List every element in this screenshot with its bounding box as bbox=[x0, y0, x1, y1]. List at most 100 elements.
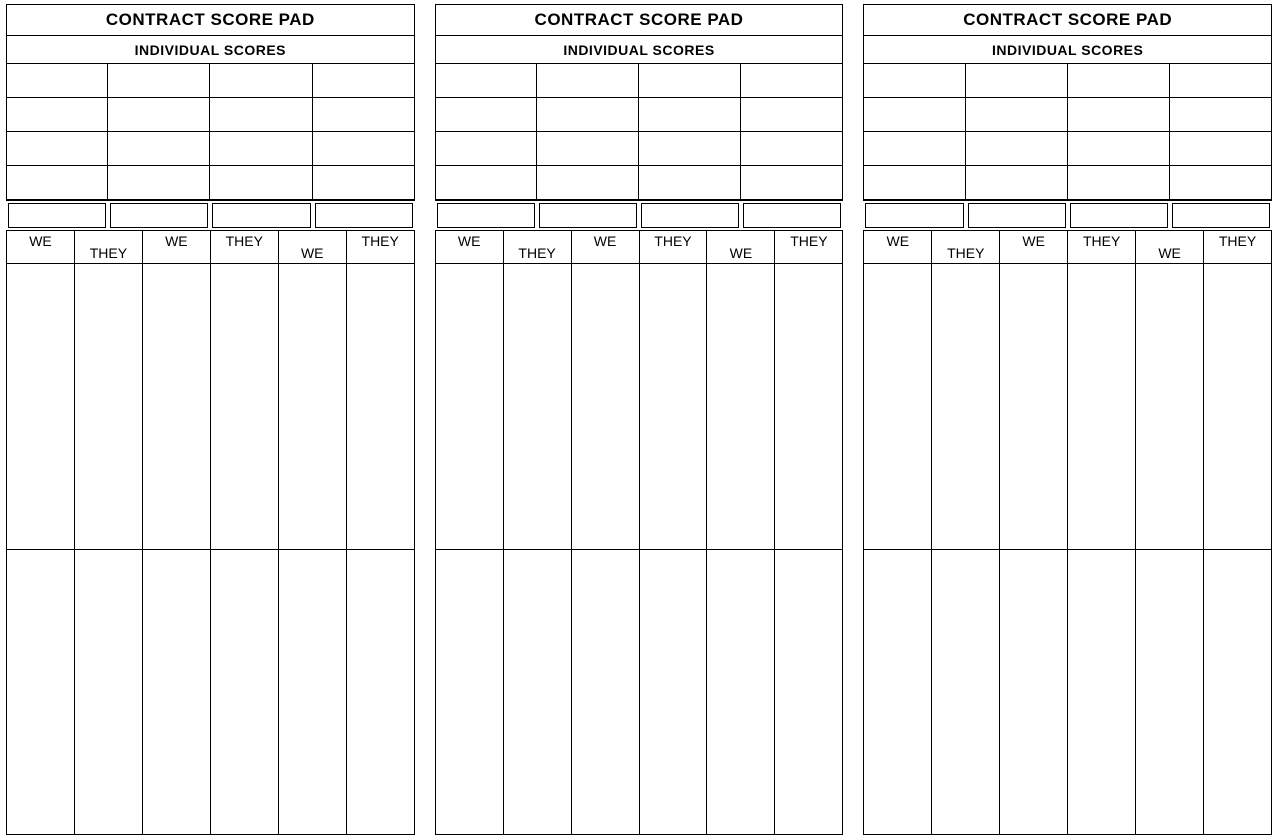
score-cell[interactable] bbox=[1204, 550, 1272, 836]
score-cell[interactable] bbox=[279, 264, 347, 550]
ind-cell[interactable] bbox=[210, 166, 312, 200]
score-cell[interactable] bbox=[640, 264, 708, 550]
score-cell[interactable] bbox=[211, 550, 279, 836]
ind-cell[interactable] bbox=[741, 166, 843, 200]
ind-cell[interactable] bbox=[1068, 166, 1170, 200]
score-cell[interactable] bbox=[143, 264, 211, 550]
score-cell[interactable] bbox=[775, 550, 843, 836]
dbl-cell[interactable] bbox=[865, 203, 963, 228]
score-cell[interactable] bbox=[775, 264, 843, 550]
ind-cell[interactable] bbox=[1170, 166, 1272, 200]
ind-cell[interactable] bbox=[741, 64, 843, 98]
score-cell[interactable] bbox=[279, 550, 347, 836]
ind-cell[interactable] bbox=[108, 132, 210, 166]
ind-cell[interactable] bbox=[966, 98, 1068, 132]
ind-cell[interactable] bbox=[966, 166, 1068, 200]
ind-cell[interactable] bbox=[313, 132, 415, 166]
score-cell[interactable] bbox=[932, 264, 1000, 550]
ind-cell[interactable] bbox=[863, 166, 965, 200]
col-header-we: WE bbox=[436, 230, 504, 264]
score-cell[interactable] bbox=[1136, 264, 1204, 550]
score-cell[interactable] bbox=[7, 550, 75, 836]
score-cell[interactable] bbox=[864, 264, 932, 550]
ind-cell[interactable] bbox=[639, 98, 741, 132]
score-cell[interactable] bbox=[75, 550, 143, 836]
dbl-cell[interactable] bbox=[212, 203, 310, 228]
ind-cell[interactable] bbox=[435, 166, 537, 200]
dbl-cell[interactable] bbox=[968, 203, 1066, 228]
ind-cell[interactable] bbox=[313, 166, 415, 200]
ind-cell[interactable] bbox=[435, 98, 537, 132]
ind-cell[interactable] bbox=[1170, 98, 1272, 132]
ind-cell[interactable] bbox=[1170, 132, 1272, 166]
ind-cell[interactable] bbox=[537, 64, 639, 98]
ind-cell[interactable] bbox=[966, 132, 1068, 166]
pad-subtitle: INDIVIDUAL SCORES bbox=[6, 36, 415, 64]
ind-cell[interactable] bbox=[313, 64, 415, 98]
dbl-cell[interactable] bbox=[110, 203, 208, 228]
ind-cell[interactable] bbox=[6, 64, 108, 98]
dbl-cell[interactable] bbox=[539, 203, 637, 228]
ind-cell[interactable] bbox=[639, 132, 741, 166]
ind-cell[interactable] bbox=[639, 166, 741, 200]
ind-cell[interactable] bbox=[966, 64, 1068, 98]
ind-cell[interactable] bbox=[1170, 64, 1272, 98]
ind-cell[interactable] bbox=[6, 98, 108, 132]
ind-cell[interactable] bbox=[1068, 132, 1170, 166]
score-cell[interactable] bbox=[1000, 550, 1068, 836]
score-cell[interactable] bbox=[347, 264, 415, 550]
ind-cell[interactable] bbox=[210, 64, 312, 98]
ind-cell[interactable] bbox=[537, 98, 639, 132]
score-cell[interactable] bbox=[504, 550, 572, 836]
dbl-cell[interactable] bbox=[315, 203, 413, 228]
ind-cell[interactable] bbox=[1068, 98, 1170, 132]
score-cell[interactable] bbox=[504, 264, 572, 550]
score-cell[interactable] bbox=[1068, 550, 1136, 836]
ind-cell[interactable] bbox=[108, 166, 210, 200]
score-cell[interactable] bbox=[211, 264, 279, 550]
ind-cell[interactable] bbox=[210, 132, 312, 166]
dbl-cell[interactable] bbox=[1172, 203, 1270, 228]
ind-cell[interactable] bbox=[639, 64, 741, 98]
ind-cell[interactable] bbox=[6, 132, 108, 166]
ind-cell[interactable] bbox=[108, 64, 210, 98]
ind-cell[interactable] bbox=[741, 132, 843, 166]
dbl-cell[interactable] bbox=[1070, 203, 1168, 228]
score-cell[interactable] bbox=[572, 550, 640, 836]
ind-cell[interactable] bbox=[1068, 64, 1170, 98]
dbl-cell[interactable] bbox=[641, 203, 739, 228]
score-cell[interactable] bbox=[1068, 264, 1136, 550]
score-cell[interactable] bbox=[436, 550, 504, 836]
dbl-cell[interactable] bbox=[743, 203, 841, 228]
score-cell[interactable] bbox=[864, 550, 932, 836]
score-cell[interactable] bbox=[347, 550, 415, 836]
ind-cell[interactable] bbox=[108, 98, 210, 132]
ind-cell[interactable] bbox=[435, 132, 537, 166]
score-cell[interactable] bbox=[707, 550, 775, 836]
dbl-cell[interactable] bbox=[8, 203, 106, 228]
score-cell[interactable] bbox=[436, 264, 504, 550]
score-cell[interactable] bbox=[75, 264, 143, 550]
ind-cell[interactable] bbox=[210, 98, 312, 132]
score-body bbox=[863, 264, 1272, 835]
dbl-cell[interactable] bbox=[437, 203, 535, 228]
score-cell[interactable] bbox=[7, 264, 75, 550]
score-cell[interactable] bbox=[707, 264, 775, 550]
score-cell[interactable] bbox=[1136, 550, 1204, 836]
ind-cell[interactable] bbox=[741, 98, 843, 132]
score-cell[interactable] bbox=[143, 550, 211, 836]
ind-cell[interactable] bbox=[435, 64, 537, 98]
ind-cell[interactable] bbox=[537, 132, 639, 166]
score-cell[interactable] bbox=[572, 264, 640, 550]
score-cell[interactable] bbox=[640, 550, 708, 836]
ind-cell[interactable] bbox=[537, 166, 639, 200]
ind-cell[interactable] bbox=[313, 98, 415, 132]
score-cell[interactable] bbox=[932, 550, 1000, 836]
ind-cell[interactable] bbox=[863, 132, 965, 166]
pad-subtitle: INDIVIDUAL SCORES bbox=[863, 36, 1272, 64]
ind-cell[interactable] bbox=[863, 64, 965, 98]
ind-cell[interactable] bbox=[6, 166, 108, 200]
score-cell[interactable] bbox=[1204, 264, 1272, 550]
ind-cell[interactable] bbox=[863, 98, 965, 132]
score-cell[interactable] bbox=[1000, 264, 1068, 550]
